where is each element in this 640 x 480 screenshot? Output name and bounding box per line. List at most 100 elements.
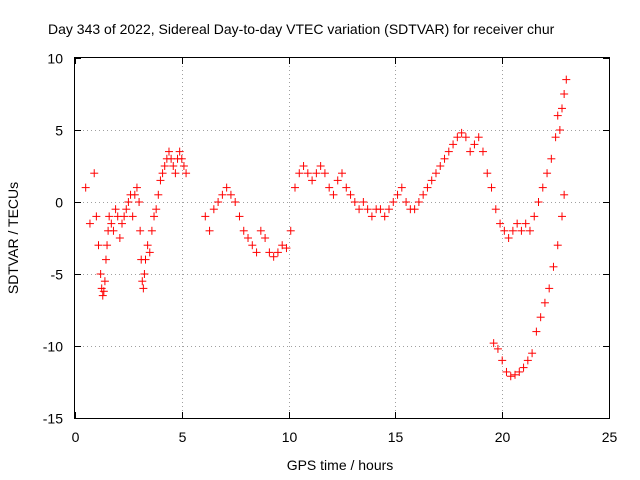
x-tick-label: 0 xyxy=(72,429,80,445)
data-point xyxy=(530,212,539,221)
data-point xyxy=(96,270,105,278)
data-point xyxy=(560,90,569,98)
data-point xyxy=(109,226,118,235)
data-point xyxy=(536,313,545,322)
data-point xyxy=(107,219,116,228)
data-point xyxy=(218,190,227,199)
data-point xyxy=(101,255,110,264)
y-tick-label: -5 xyxy=(51,267,64,283)
data-point xyxy=(470,140,479,149)
data-point xyxy=(498,356,507,365)
data-point xyxy=(502,367,511,376)
data-point xyxy=(303,169,312,178)
data-point xyxy=(427,176,436,185)
data-point xyxy=(316,162,325,170)
plot-frame xyxy=(74,57,610,419)
x-tick-label: 15 xyxy=(388,429,404,445)
data-point xyxy=(528,349,537,358)
data-point xyxy=(122,205,131,214)
data-point xyxy=(419,190,428,199)
data-point xyxy=(295,169,304,178)
data-point xyxy=(325,183,334,192)
data-point xyxy=(515,367,524,376)
data-point xyxy=(543,169,552,178)
data-point xyxy=(346,190,355,199)
data-point xyxy=(115,234,124,242)
data-point xyxy=(278,241,287,250)
data-point xyxy=(273,248,282,257)
data-point xyxy=(545,284,554,293)
data-point xyxy=(558,104,567,113)
data-point xyxy=(154,190,163,199)
data-point xyxy=(540,298,549,307)
data-point xyxy=(431,169,440,178)
data-point xyxy=(265,248,274,257)
data-point xyxy=(342,183,351,192)
data-point xyxy=(506,372,515,381)
data-point xyxy=(393,190,402,199)
data-point xyxy=(282,244,291,253)
data-point xyxy=(135,198,144,206)
data-point xyxy=(209,205,218,214)
data-point xyxy=(363,205,372,214)
data-point xyxy=(147,226,156,235)
data-point xyxy=(160,162,169,170)
data-point xyxy=(158,169,167,178)
data-point xyxy=(92,212,101,221)
data-point xyxy=(124,198,133,206)
data-point xyxy=(444,147,453,156)
data-point xyxy=(320,169,329,178)
data-point xyxy=(525,226,534,235)
data-point xyxy=(152,205,161,214)
y-tick-label: -10 xyxy=(43,339,63,355)
data-point xyxy=(205,226,214,235)
data-point xyxy=(169,162,178,170)
data-point xyxy=(558,212,567,221)
data-point xyxy=(338,169,346,178)
data-point xyxy=(367,212,376,221)
y-axis-label: SDTVAR / TECUs xyxy=(5,182,21,294)
data-point xyxy=(517,226,526,235)
data-point xyxy=(376,205,385,214)
data-point xyxy=(139,284,148,293)
data-point xyxy=(222,183,231,192)
data-point xyxy=(359,198,368,206)
data-point xyxy=(156,176,165,185)
data-point xyxy=(513,219,522,228)
data-point xyxy=(474,133,483,142)
data-point xyxy=(380,212,389,221)
data-point xyxy=(130,190,139,199)
data-point xyxy=(553,111,562,120)
data-point xyxy=(150,212,159,221)
x-tick-label: 10 xyxy=(282,429,298,445)
data-point xyxy=(286,226,295,235)
x-tick-label: 5 xyxy=(179,429,187,445)
data-point xyxy=(523,356,532,365)
data-point xyxy=(164,147,173,156)
data-point xyxy=(261,234,270,242)
data-point xyxy=(532,327,541,336)
data-point xyxy=(562,75,571,84)
x-axis-label: GPS time / hours xyxy=(287,457,394,473)
data-point xyxy=(120,212,129,221)
data-point xyxy=(551,133,560,142)
data-point xyxy=(402,198,411,206)
data-point xyxy=(145,248,154,257)
data-point xyxy=(90,169,99,178)
data-point xyxy=(179,162,188,170)
data-point xyxy=(440,154,449,163)
axis-ticks xyxy=(75,58,610,419)
data-point xyxy=(235,212,244,221)
data-point xyxy=(436,162,445,170)
x-tick-label: 20 xyxy=(495,429,511,445)
data-point xyxy=(457,128,466,137)
data-point xyxy=(511,370,520,379)
data-point xyxy=(105,212,114,221)
data-point xyxy=(252,248,261,257)
y-tick-label: -15 xyxy=(43,411,63,427)
data-point xyxy=(100,277,109,286)
data-point xyxy=(312,169,321,178)
data-point xyxy=(291,183,300,192)
data-point xyxy=(483,169,492,178)
